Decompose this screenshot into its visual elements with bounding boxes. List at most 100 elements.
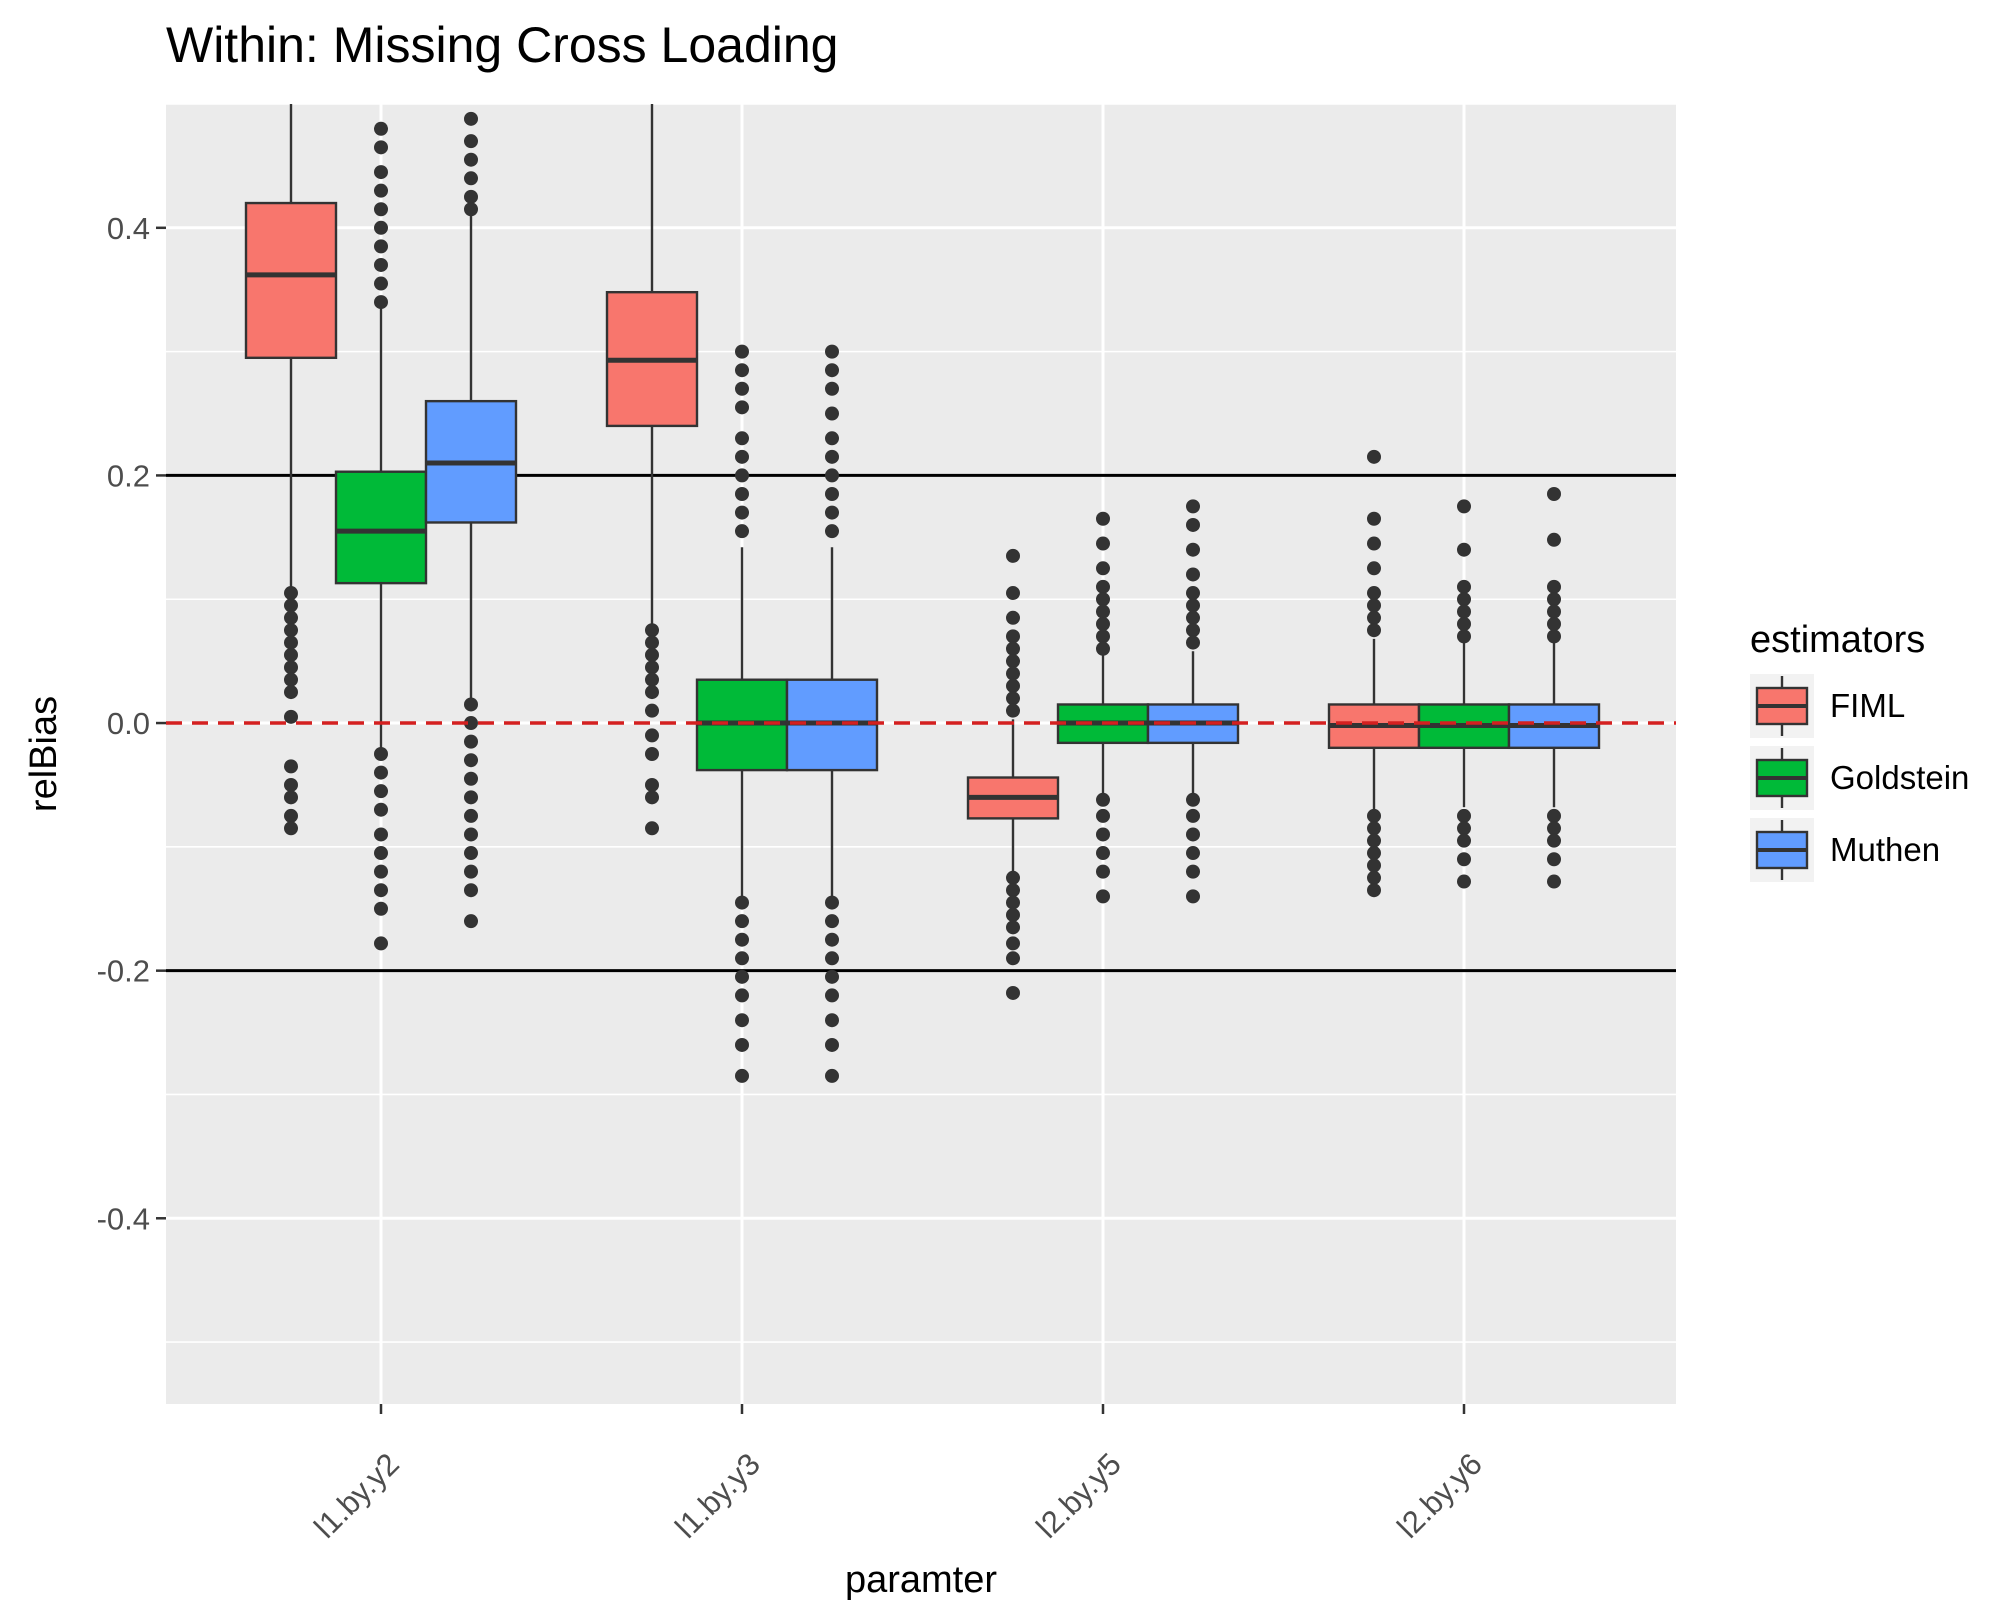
outlier-point [645,728,659,743]
outlier-point [735,487,749,501]
outlier-point [1006,703,1020,718]
outlier-point [1367,511,1381,526]
legend-label: FIML [1830,687,1905,724]
outlier-point [464,790,478,805]
outlier-point [374,901,388,916]
y-tick-label: -0.2 [97,954,150,989]
outlier-point [735,363,749,378]
outlier-point [1006,654,1020,669]
outlier-point [464,846,478,861]
outlier-point [374,239,388,254]
y-tick-label: 0.0 [107,706,150,741]
outlier-point [464,134,478,149]
outlier-point [645,790,659,805]
outlier-point [645,685,659,700]
outlier-point [645,635,659,650]
outlier-point [464,189,478,204]
outlier-point [1547,874,1561,889]
outlier-point [1186,598,1200,613]
outlier-point [1006,666,1020,681]
outlier-point [735,344,749,359]
outlier-point [374,784,388,799]
outlier-point [825,449,839,464]
legend-item-Muthen: Muthen [1750,818,1940,882]
outlier-point [825,431,839,446]
outlier-point [464,808,478,823]
outlier-point [1457,833,1471,848]
outlier-point [735,914,749,929]
outlier-point [1457,592,1471,607]
outlier-point [1006,895,1020,910]
outlier-point [1096,889,1110,904]
outlier-point [645,660,659,675]
boxplot-FIML-l1.by.y3 [605,104,699,836]
outlier-point [1006,951,1020,966]
outlier-point [374,257,388,272]
outlier-point [1006,691,1020,706]
outlier-point [464,914,478,929]
x-tick-label: l2.by.y5 [1029,1446,1128,1545]
outlier-point [1547,629,1561,644]
outlier-point [1547,579,1561,594]
outlier-point [1006,936,1020,951]
outlier-point [825,932,839,947]
outlier-point [1367,561,1381,576]
boxplot-Goldstein-l2.by.y5 [1056,511,1150,904]
boxplot-Muthen-l1.by.y2 [424,111,518,929]
outlier-point [825,1068,839,1083]
outlier-point [1006,870,1020,885]
outlier-point [1186,864,1200,879]
outlier-point [1547,592,1561,607]
outlier-point [1367,610,1381,625]
outlier-point [1186,827,1200,842]
x-tick-label: l1.by.y2 [307,1446,406,1545]
outlier-point [1367,536,1381,551]
outlier-point [1367,623,1381,638]
y-tick-label: 0.4 [107,211,150,246]
outlier-point [645,672,659,687]
outlier-point [1006,586,1020,601]
outlier-point [735,468,749,483]
outlier-point [1096,592,1110,607]
outlier-point [1186,610,1200,625]
outlier-point [735,932,749,947]
outlier-point [735,895,749,910]
x-axis-label: paramter [845,1559,997,1600]
outlier-point [825,363,839,378]
outlier-point [284,808,298,823]
box-iqr [244,201,338,360]
outlier-point [1096,846,1110,861]
outlier-point [645,703,659,718]
outlier-point [645,647,659,662]
outlier-point [1096,511,1110,526]
outlier-point [1367,870,1381,885]
outlier-point [1006,920,1020,935]
outlier-point [464,827,478,842]
outlier-point [374,165,388,180]
outlier-point [464,771,478,786]
outlier-point [374,202,388,217]
outlier-point [1367,846,1381,861]
outlier-point [1186,567,1200,582]
outlier-point [1367,586,1381,601]
outlier-point [825,406,839,421]
outlier-point [645,777,659,792]
outlier-point [284,598,298,613]
outlier-point [284,623,298,638]
outlier-point [735,524,749,539]
legend: estimators FIML Goldstein Muthen [1750,619,1969,882]
outlier-point [825,914,839,929]
outlier-point [825,344,839,359]
outlier-point [645,623,659,638]
outlier-point [374,846,388,861]
outlier-point [1006,883,1020,898]
outlier-point [1457,579,1471,594]
outlier-point [284,586,298,601]
outlier-point [1547,821,1561,836]
outlier-point [1096,864,1110,879]
outlier-point [374,747,388,761]
outlier-point [735,1068,749,1083]
outlier-point [1367,598,1381,613]
outlier-point [374,883,388,898]
outlier-point [1547,833,1561,848]
